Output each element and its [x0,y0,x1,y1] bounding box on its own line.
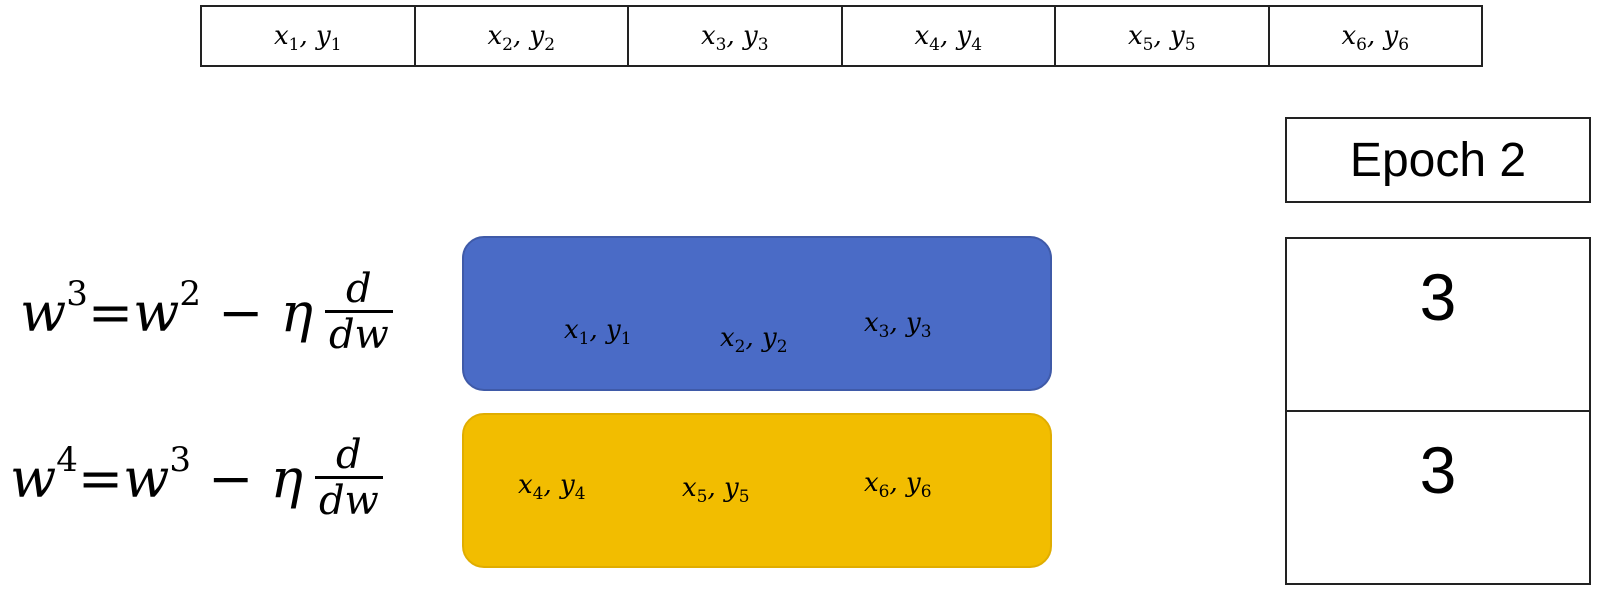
dataset-cell: x5, y5 [1056,7,1270,65]
formula-expression: w3=w2 − η [20,281,313,344]
dataset-strip: x1, y1 x2, y2 x3, y3 x4, y4 x5, y5 x6, y… [200,5,1483,67]
sample-pair: x1, y1 [564,315,632,345]
sample-pair: x1, y1 [274,21,342,51]
update-formula: w4=w3 − η d dw [10,434,383,523]
sample-pair: x5, y5 [682,473,750,503]
dataset-cell: x4, y4 [843,7,1057,65]
sample-pair: x2, y2 [720,323,788,353]
batch-count-table: 3 3 [1285,237,1591,585]
sample-pair: x6, y6 [1341,21,1409,51]
dataset-cell: x2, y2 [416,7,630,65]
dataset-cell: x1, y1 [202,7,416,65]
sample-pair: x5, y5 [1128,21,1196,51]
derivative-fraction: d dw [315,434,383,523]
sample-pair: x3, y3 [864,308,932,338]
sample-pair: x3, y3 [701,21,769,51]
sample-pair: x4, y4 [518,470,586,500]
formula-expression: w4=w3 − η [10,447,303,510]
mini-batch-2: x4, y4 x5, y5 x6, y6 [462,413,1052,568]
sample-pair: x2, y2 [487,21,555,51]
sample-pair: x6, y6 [864,468,932,498]
batch-count: 3 [1287,410,1589,583]
batch-count: 3 [1287,239,1589,410]
dataset-cell: x3, y3 [629,7,843,65]
mini-batch-1: x1, y1 x2, y2 x3, y3 [462,236,1052,391]
derivative-fraction: d dw [325,268,393,357]
sample-pair: x4, y4 [914,21,982,51]
dataset-cell: x6, y6 [1270,7,1482,65]
update-formula: w3=w2 − η d dw [20,268,393,357]
epoch-label: Epoch 2 [1285,117,1591,203]
